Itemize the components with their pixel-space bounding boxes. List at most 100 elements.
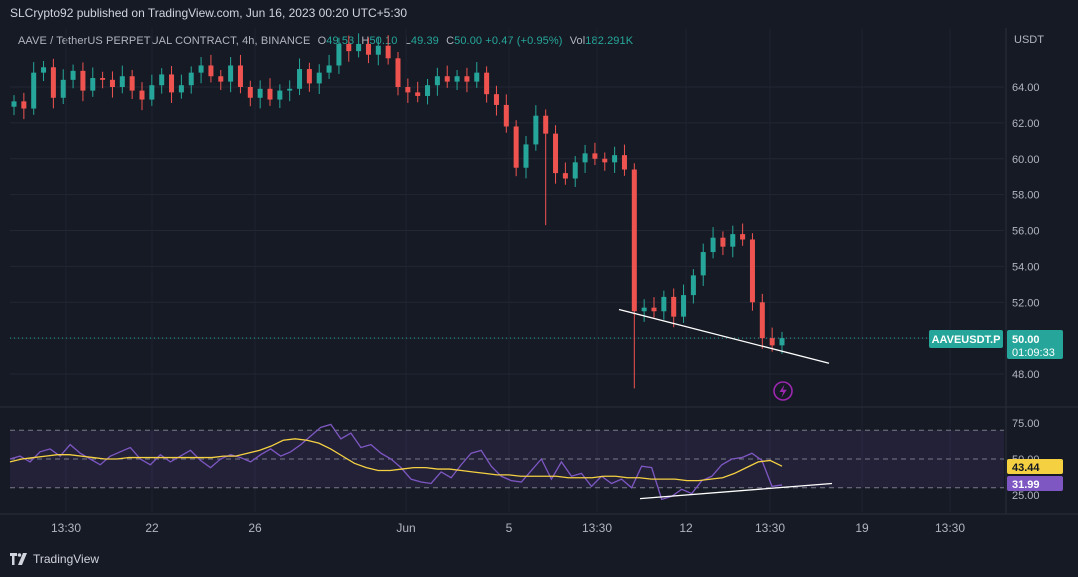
candle-body (474, 72, 480, 82)
rsi-trendline (639, 482, 833, 500)
candle-body (562, 173, 568, 179)
low-label: L (404, 35, 411, 47)
time-tick-label: 26 (248, 521, 262, 535)
candle-body (779, 338, 785, 346)
candle-body (198, 65, 204, 73)
candle-body (178, 85, 184, 93)
last-price-value: 50.00 (1012, 334, 1040, 346)
candle-body (90, 78, 96, 91)
last-price-tag-bg (1007, 330, 1063, 359)
candle-body (41, 67, 47, 73)
candle-body (769, 338, 775, 346)
grid (0, 28, 1078, 515)
rsi-tick-label: 25.00 (1012, 490, 1040, 502)
candle-body (237, 65, 243, 87)
candle-body (247, 87, 253, 98)
time-tick-label: 13:30 (51, 521, 81, 535)
candle-body (188, 72, 194, 86)
candle-body (444, 76, 450, 82)
flash-icon[interactable] (773, 381, 793, 401)
time-tick-label: 12 (679, 521, 693, 535)
high-label: H (361, 35, 370, 47)
candle-body (631, 169, 637, 312)
candle-body (720, 237, 726, 247)
candle-body (316, 72, 322, 84)
close-label: C (446, 35, 455, 47)
candle-body (60, 79, 66, 98)
candle-body (326, 65, 332, 73)
rsi-ma-value: 43.44 (1012, 462, 1040, 474)
high-value: 50.10 (369, 35, 398, 47)
candle-body (759, 302, 765, 339)
candle-body (336, 43, 342, 66)
price-tick-label: 48.00 (1012, 369, 1040, 381)
close-value: 50.00 (454, 35, 483, 47)
candle-body (621, 155, 627, 170)
candle-body (395, 58, 401, 87)
candle-body (710, 237, 716, 253)
candle-body (493, 94, 499, 105)
candle-body (434, 76, 440, 86)
price-tick-label: 52.00 (1012, 297, 1040, 309)
candle-body (277, 90, 283, 100)
candle-body (454, 76, 460, 82)
time-tick-label: 22 (145, 521, 159, 535)
brand-name[interactable]: TradingView (33, 552, 100, 566)
candle-body (306, 69, 312, 84)
candle-body (513, 126, 519, 168)
candle-body (139, 90, 145, 100)
candle-body (257, 88, 263, 98)
candle-body (385, 45, 391, 59)
candle-body (582, 153, 588, 163)
candle-body (375, 45, 381, 55)
symbol-tag: AAVEUSDT.P (932, 334, 1001, 346)
candle-body (533, 115, 539, 145)
candle-body (681, 295, 687, 317)
candle-body (21, 101, 27, 109)
candle-body (159, 74, 165, 86)
candle-body (425, 85, 431, 96)
price-tick-label: 58.00 (1012, 190, 1040, 202)
price-tick-label: 56.00 (1012, 226, 1040, 238)
rsi-tick-label: 75.00 (1012, 418, 1040, 430)
time-tick-label: Jun (396, 521, 415, 535)
time-tick-label: 13:30 (755, 521, 785, 535)
price-tick-label: 54.00 (1012, 261, 1040, 273)
countdown-timer: 01:09:33 (1012, 347, 1055, 359)
candle-body (730, 234, 736, 247)
candle-body (651, 307, 657, 312)
candle-body (297, 69, 303, 89)
candle-body (365, 43, 371, 55)
symbol-title[interactable]: AAVE / TetherUS PERPETUAL CONTRACT, 4h, … (18, 35, 311, 47)
candle-body (267, 88, 273, 100)
candles (11, 33, 785, 389)
rsi-tag-bg (1007, 476, 1063, 491)
candle-body (169, 74, 175, 93)
candle-body (749, 239, 755, 303)
currency-label: USDT (1014, 34, 1044, 46)
rsi-ma-tag-bg (1007, 459, 1063, 474)
candle-body (612, 155, 618, 163)
candle-body (119, 76, 125, 87)
candle-body (11, 101, 17, 107)
time-tick-label: 13:30 (935, 521, 965, 535)
candle-body (70, 70, 76, 80)
time-axis[interactable]: 13:30 22 26 Jun 5 13:30 12 13:30 19 13:30 (51, 521, 965, 535)
footer: TradingView (10, 552, 99, 566)
candle-body (592, 153, 598, 159)
candle-body (484, 72, 490, 95)
time-tick-label: 5 (506, 521, 513, 535)
time-tick-label: 13:30 (582, 521, 612, 535)
trendlines (618, 308, 833, 500)
candle-body (641, 307, 647, 312)
change-value: +0.47 (+0.95%) (485, 35, 563, 47)
candle-body (346, 43, 352, 52)
price-tick-label: 60.00 (1012, 154, 1040, 166)
price-tick-label: 62.00 (1012, 118, 1040, 130)
candle-body (602, 158, 608, 163)
candle-body (31, 72, 37, 109)
price-tick-label: 64.00 (1012, 82, 1040, 94)
